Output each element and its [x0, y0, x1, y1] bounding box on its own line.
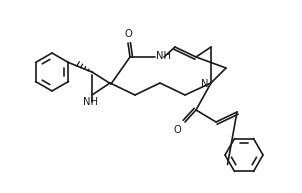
Text: NH: NH: [156, 51, 171, 61]
Text: N: N: [201, 79, 209, 89]
Text: O: O: [173, 125, 181, 135]
Text: NH: NH: [82, 97, 98, 107]
Text: O: O: [124, 29, 132, 39]
